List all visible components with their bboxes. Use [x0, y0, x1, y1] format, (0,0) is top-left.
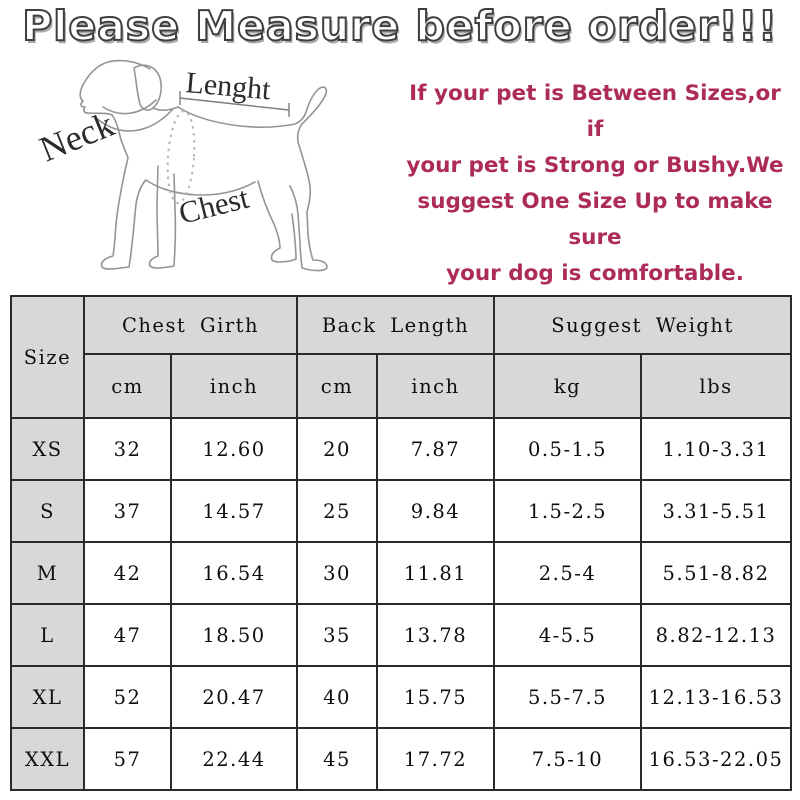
chest-girth-header: Chest Girth: [83, 295, 298, 355]
table-cell: 0.5-1.5: [493, 417, 643, 481]
back-length-header: Back Length: [295, 295, 496, 355]
table-cell: 1.5-2.5: [493, 479, 643, 543]
length-label: Lenght: [184, 66, 272, 106]
table-row: S 37 14.57 25 9.84 1.5-2.5 3.31-5.51: [10, 479, 793, 543]
neck-band-arc: [94, 108, 174, 132]
table-row: XXL 57 22.44 45 17.72 7.5-10 16.53-22.05: [10, 727, 793, 791]
suggest-weight-header: Suggest Weight: [493, 295, 793, 355]
page-title: Please Measure before order!!!: [21, 1, 778, 51]
size-table: Size Chest Girth Back Length Suggest Wei…: [10, 295, 793, 791]
unit-cell: inch: [375, 353, 496, 419]
table-cell: 32: [83, 417, 172, 481]
table-row: XS 32 12.60 20 7.87 0.5-1.5 1.10-3.31: [10, 417, 793, 481]
table-units-row: cm inch cm inch kg lbs: [11, 353, 793, 419]
table-cell: 7.87: [375, 417, 496, 481]
table-cell: 13.78: [375, 603, 496, 667]
table-cell: 40: [296, 665, 378, 729]
table-cell: 14.57: [170, 479, 298, 543]
table-cell: 2.5-4: [493, 541, 643, 605]
table-cell: 25: [296, 479, 378, 543]
unit-cell: lbs: [640, 353, 793, 419]
table-cell: 37: [83, 479, 172, 543]
table-cell: 17.72: [375, 727, 496, 791]
neck-label: Neck: [34, 104, 119, 170]
table-cell: 1.10-3.31: [640, 417, 793, 481]
table-cell: 5.51-8.82: [640, 541, 793, 605]
dog-far-front-leg-outline: [148, 165, 177, 269]
table-cell: 5.5-7.5: [493, 665, 643, 729]
table-cell: 9.84: [375, 479, 496, 543]
table-cell: 20.47: [170, 665, 298, 729]
table-cell: 18.50: [170, 603, 298, 667]
dog-ear-outline: [133, 64, 162, 111]
table-cell: 3.31-5.51: [640, 479, 793, 543]
notice-line: suggest One Size Up to make sure: [417, 189, 773, 250]
table-cell: 57: [83, 727, 172, 791]
dog-measurement-diagram: Neck Lenght Chest: [10, 53, 395, 295]
table-cell: 35: [296, 603, 378, 667]
table-cell: 20: [296, 417, 378, 481]
table-cell: 30: [296, 541, 378, 605]
size-corner-cell: Size: [10, 295, 85, 419]
unit-cell: kg: [493, 353, 643, 419]
table-cell: 16.54: [170, 541, 298, 605]
table-cell: 52: [83, 665, 172, 729]
size-label-cell: XS: [10, 417, 85, 481]
table-cell: 8.82-12.13: [640, 603, 793, 667]
table-cell: 47: [83, 603, 172, 667]
unit-cell: cm: [296, 353, 378, 419]
dog-head-and-front-leg-outline: [79, 59, 151, 270]
unit-cell: cm: [83, 353, 172, 419]
table-cell: 4-5.5: [493, 603, 643, 667]
table-cell: 16.53-22.05: [640, 727, 793, 791]
table-cell: 12.60: [170, 417, 298, 481]
chest-label: Chest: [175, 180, 252, 231]
table-cell: 7.5-10: [493, 727, 643, 791]
table-row: L 47 18.50 35 13.78 4-5.5 8.82-12.13: [10, 603, 793, 667]
unit-cell: inch: [170, 353, 298, 419]
notice-line: your dog is comfortable.: [446, 261, 744, 286]
dog-near-rear-leg-outline: [257, 180, 297, 263]
table-row: M 42 16.54 30 11.81 2.5-4 5.51-8.82: [10, 541, 793, 605]
size-label-cell: S: [10, 479, 85, 543]
length-measure-line: [179, 91, 290, 117]
table-cell: 15.75: [375, 665, 496, 729]
table-cell: 45: [296, 727, 378, 791]
dog-outline-drawing: Neck Lenght Chest: [34, 59, 328, 272]
table-group-header-row: Size Chest Girth Back Length Suggest Wei…: [10, 295, 793, 419]
table-cell: 11.81: [375, 541, 496, 605]
table-cell: 22.44: [170, 727, 298, 791]
chest-girth-ellipse: [166, 110, 196, 204]
notice-line: If your pet is Between Sizes,or if: [409, 81, 781, 142]
size-label-cell: XXL: [10, 727, 85, 791]
table-cell: 42: [83, 541, 172, 605]
size-label-cell: XL: [10, 665, 85, 729]
table-row: XL 52 20.47 40 15.75 5.5-7.5 12.13-16.53: [10, 665, 793, 729]
dog-belly-line: [145, 179, 256, 196]
notice-line: your pet is Strong or Bushy.We: [406, 153, 784, 178]
dog-back-tail-rear-leg-outline: [177, 86, 328, 272]
neck-band-arc-upper: [102, 99, 157, 115]
dog-neck-back-line: [152, 106, 179, 112]
table-cell: 12.13-16.53: [640, 665, 793, 729]
size-label-cell: M: [10, 541, 85, 605]
size-label-cell: L: [10, 603, 85, 667]
